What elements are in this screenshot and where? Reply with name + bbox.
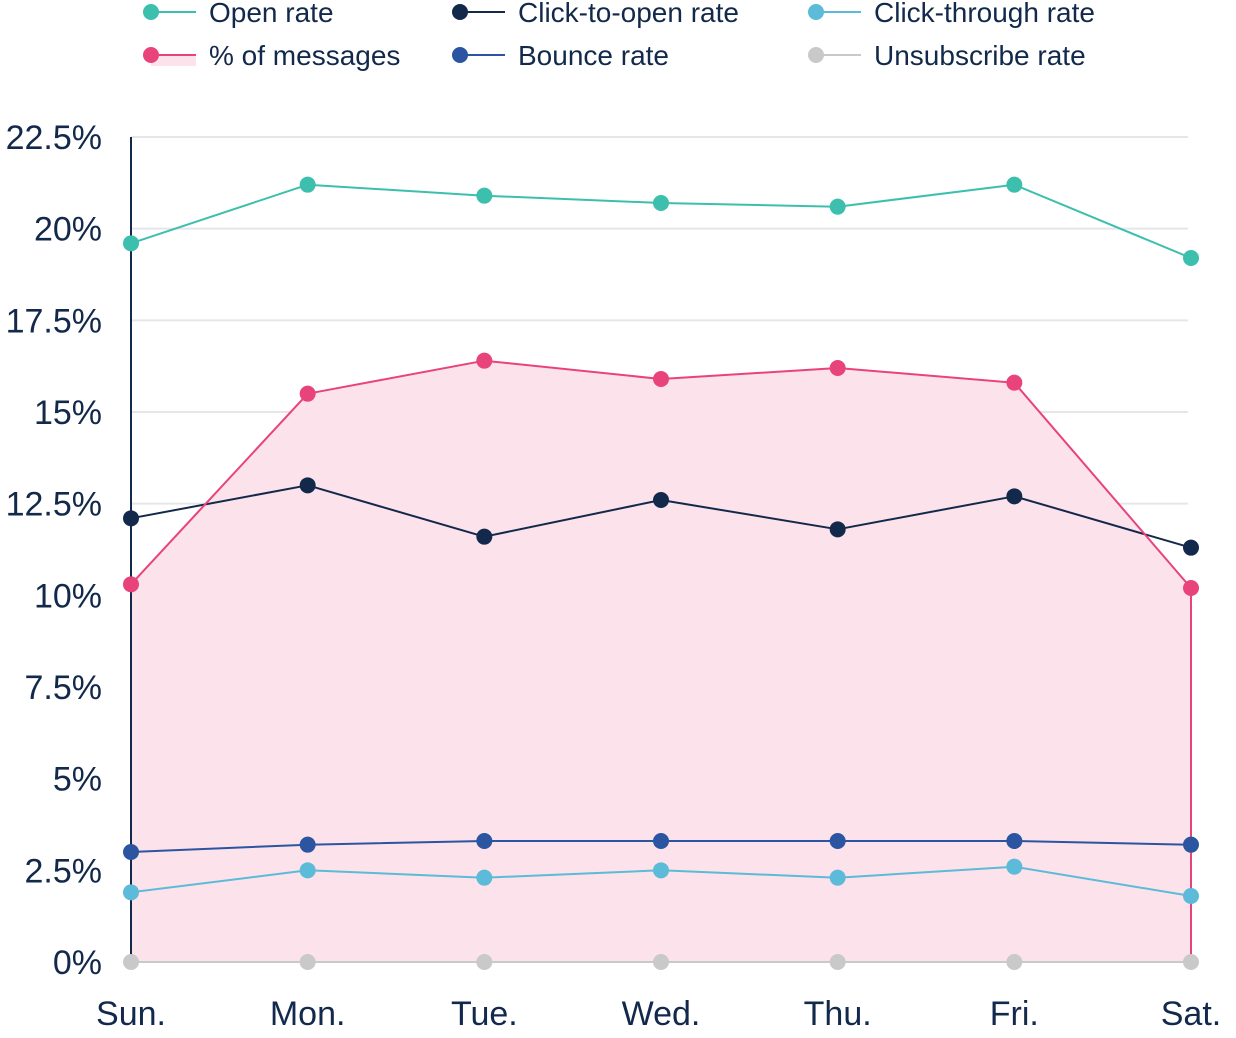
point-open-rate-sat [1183, 250, 1199, 266]
y-tick-label-2-5: 2.5% [25, 852, 103, 890]
legend-item-open-rate: Open rate [143, 0, 334, 28]
x-tick-label-sat: Sat. [1161, 995, 1221, 1033]
legend-label-click-through-rate: Click-through rate [874, 0, 1095, 28]
x-tick-label-thu: Thu. [804, 995, 872, 1033]
point-bounce-rate-sat [1183, 836, 1199, 853]
point-of-messages-thu [829, 360, 846, 376]
point-click-to-open-rate-mon [299, 477, 316, 494]
legend-swatch-marker-unsubscribe-rate [808, 47, 824, 63]
point-bounce-rate-sun [123, 844, 139, 860]
point-click-to-open-rate-sat [1183, 539, 1199, 556]
point-click-to-open-rate-thu [829, 521, 846, 538]
legend-item-click-through-rate: Click-through rate [808, 0, 1095, 28]
legend-swatch-marker-bounce-rate [452, 47, 468, 63]
legend-swatch-fill-of-messages [151, 55, 196, 66]
y-tick-label-20: 20% [34, 211, 102, 249]
y-tick-label-15: 15% [34, 394, 102, 432]
point-bounce-rate-tue [476, 833, 493, 849]
point-click-through-rate-tue [476, 869, 493, 886]
y-tick-label-17-5: 17.5% [6, 302, 102, 340]
legend-swatch-marker-click-through-rate [808, 4, 824, 20]
point-click-through-rate-sat [1183, 888, 1199, 904]
x-tick-label-mon: Mon. [270, 995, 346, 1033]
point-of-messages-sun [123, 576, 139, 593]
point-unsubscribe-rate-wed [653, 954, 669, 970]
legend-swatch-marker-open-rate [143, 4, 159, 20]
legend-item-unsubscribe-rate: Unsubscribe rate [808, 40, 1086, 71]
point-bounce-rate-fri [1006, 833, 1023, 849]
legend-label-open-rate: Open rate [209, 0, 334, 28]
y-tick-label-7-5: 7.5% [25, 669, 103, 707]
point-click-through-rate-sun [123, 884, 139, 901]
point-unsubscribe-rate-fri [1006, 954, 1023, 970]
y-tick-label-22-5: 22.5% [6, 119, 102, 157]
point-of-messages-sat [1183, 580, 1199, 596]
legend-label-bounce-rate: Bounce rate [518, 40, 669, 71]
x-tick-label-tue: Tue. [451, 995, 518, 1033]
point-click-to-open-rate-fri [1006, 488, 1023, 505]
point-click-through-rate-thu [829, 869, 846, 886]
legend-label-of-messages: % of messages [209, 40, 400, 71]
point-unsubscribe-rate-tue [476, 954, 493, 970]
legend-swatch-marker-of-messages [143, 47, 159, 63]
point-bounce-rate-wed [653, 833, 669, 849]
legend-label-click-to-open-rate: Click-to-open rate [518, 0, 739, 28]
y-tick-label-12-5: 12.5% [6, 486, 102, 524]
data-points [123, 176, 1199, 970]
point-unsubscribe-rate-thu [829, 954, 846, 970]
legend-label-unsubscribe-rate: Unsubscribe rate [874, 40, 1086, 71]
point-click-through-rate-mon [299, 862, 316, 879]
legend-item-bounce-rate: Bounce rate [452, 40, 669, 71]
point-of-messages-wed [653, 371, 669, 387]
point-bounce-rate-mon [299, 836, 316, 853]
point-of-messages-fri [1006, 374, 1023, 391]
y-tick-label-5: 5% [53, 761, 102, 799]
point-click-through-rate-fri [1006, 858, 1023, 875]
point-unsubscribe-rate-sat [1183, 954, 1199, 970]
point-click-to-open-rate-tue [476, 528, 493, 545]
x-tick-label-fri: Fri. [990, 995, 1039, 1033]
point-click-through-rate-wed [653, 862, 669, 879]
tick-labels: 0% 2.5% 5% 7.5% 10% 12.5% 15% 17.5% 20% 22.5% Sun.… [6, 119, 1222, 1033]
point-unsubscribe-rate-sun [123, 954, 139, 970]
point-open-rate-tue [476, 187, 493, 204]
x-tick-label-sun: Sun. [96, 995, 166, 1033]
point-bounce-rate-thu [829, 833, 846, 849]
legend-item-click-to-open-rate: Click-to-open rate [452, 0, 739, 28]
point-click-to-open-rate-wed [653, 492, 669, 508]
legend-item-of-messages: % of messages [143, 40, 400, 71]
point-open-rate-mon [299, 176, 316, 193]
point-open-rate-sun [123, 235, 139, 252]
x-tick-label-wed: Wed. [622, 995, 701, 1033]
point-open-rate-fri [1006, 176, 1023, 193]
point-of-messages-mon [299, 385, 316, 402]
point-open-rate-thu [829, 198, 846, 215]
y-tick-label-0: 0% [53, 944, 102, 982]
point-unsubscribe-rate-mon [299, 954, 316, 970]
point-open-rate-wed [653, 195, 669, 211]
point-of-messages-tue [476, 352, 493, 369]
y-tick-label-10: 10% [34, 577, 102, 615]
point-click-to-open-rate-sun [123, 510, 139, 527]
legend-swatch-marker-click-to-open-rate [452, 4, 468, 20]
legend: Open rate Click-to-open rate Click-through… [143, 0, 1095, 71]
